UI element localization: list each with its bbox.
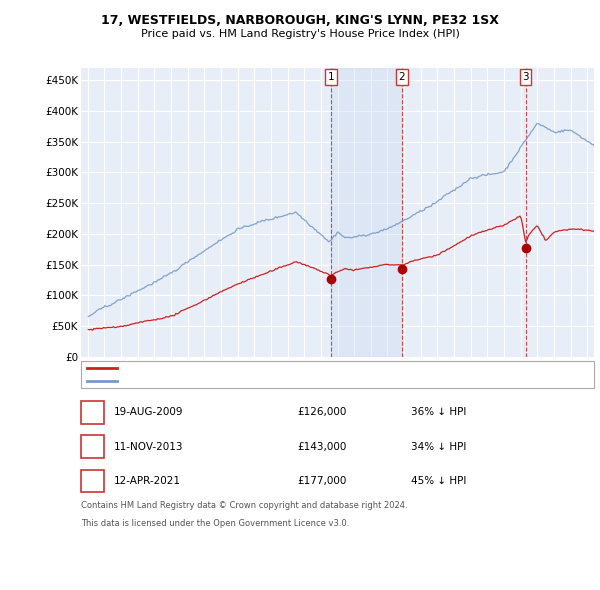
Text: 11-NOV-2013: 11-NOV-2013: [114, 442, 184, 451]
Text: 17, WESTFIELDS, NARBOROUGH, KING'S LYNN, PE32 1SX (detached house): 17, WESTFIELDS, NARBOROUGH, KING'S LYNN,…: [126, 363, 493, 373]
Text: HPI: Average price, detached house, Breckland: HPI: Average price, detached house, Brec…: [126, 376, 355, 386]
Text: 19-AUG-2009: 19-AUG-2009: [114, 408, 184, 417]
Text: 3: 3: [89, 476, 96, 486]
Text: 2: 2: [89, 442, 96, 451]
Text: 34% ↓ HPI: 34% ↓ HPI: [411, 442, 466, 451]
Text: 45% ↓ HPI: 45% ↓ HPI: [411, 476, 466, 486]
Text: £143,000: £143,000: [297, 442, 346, 451]
Text: This data is licensed under the Open Government Licence v3.0.: This data is licensed under the Open Gov…: [81, 519, 349, 527]
Text: £126,000: £126,000: [297, 408, 346, 417]
Text: 36% ↓ HPI: 36% ↓ HPI: [411, 408, 466, 417]
Text: 1: 1: [328, 72, 335, 82]
Text: 3: 3: [522, 72, 529, 82]
Text: £177,000: £177,000: [297, 476, 346, 486]
Text: Price paid vs. HM Land Registry's House Price Index (HPI): Price paid vs. HM Land Registry's House …: [140, 30, 460, 39]
Bar: [331, 68, 402, 357]
Text: 12-APR-2021: 12-APR-2021: [114, 476, 181, 486]
Text: Contains HM Land Registry data © Crown copyright and database right 2024.: Contains HM Land Registry data © Crown c…: [81, 501, 407, 510]
Text: 17, WESTFIELDS, NARBOROUGH, KING'S LYNN, PE32 1SX: 17, WESTFIELDS, NARBOROUGH, KING'S LYNN,…: [101, 14, 499, 27]
Text: 1: 1: [89, 408, 96, 417]
Text: 2: 2: [398, 72, 405, 82]
